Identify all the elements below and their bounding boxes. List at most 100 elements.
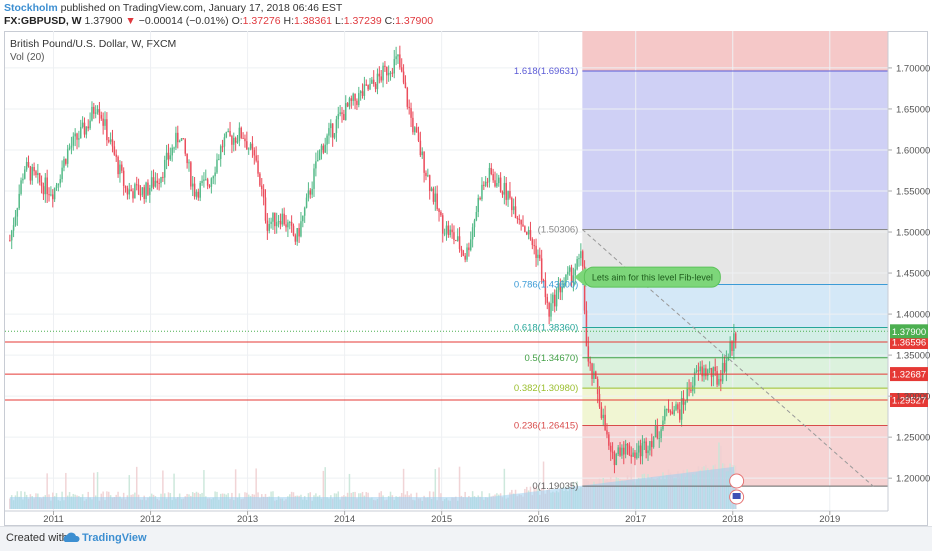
candle-body <box>479 198 481 200</box>
candle-body <box>208 185 211 187</box>
candle-body <box>535 245 537 258</box>
candle-body <box>61 167 63 180</box>
x-tick-label-6: 2017 <box>625 514 646 525</box>
y-tick-label-9: 1.25000 <box>896 433 930 444</box>
candle-body <box>460 248 463 251</box>
candle-body <box>44 177 47 195</box>
candle-body <box>447 225 450 235</box>
candle-body <box>539 254 541 259</box>
price-box-label-1: 1.32687 <box>892 370 926 381</box>
candle-body <box>55 185 58 188</box>
candle-body <box>244 138 246 142</box>
candle-body <box>496 183 498 187</box>
candle-body <box>253 150 256 156</box>
candle-body <box>22 178 24 181</box>
fib-zone-5 <box>582 357 888 389</box>
volume-bar <box>458 466 461 509</box>
candle-body <box>178 140 181 143</box>
candle-body <box>425 172 427 177</box>
candle-body <box>468 247 470 251</box>
y-tick-label-2: 1.60000 <box>896 145 930 156</box>
candle-body <box>109 139 112 142</box>
candle-body <box>261 185 263 190</box>
volume-bar <box>434 469 437 509</box>
candle-body <box>264 197 267 221</box>
candle-body <box>135 184 138 186</box>
candle-body <box>359 91 362 94</box>
volume-ma-area <box>9 466 737 509</box>
fib-label-4: 0.5(1.34670) <box>524 353 578 364</box>
candle-body <box>714 366 716 372</box>
candle-body <box>287 222 289 228</box>
candle-body <box>247 148 250 150</box>
x-tick-label-2: 2013 <box>237 514 258 525</box>
candle-body <box>365 84 368 86</box>
candle-body <box>727 357 730 361</box>
candle-body <box>40 182 43 187</box>
fib-zone-4 <box>582 327 888 358</box>
candle-body <box>514 206 517 218</box>
candle-body <box>16 208 19 217</box>
chart-title: British Pound/U.S. Dollar, W, FXCM <box>10 38 176 50</box>
candle-body <box>330 123 332 129</box>
candle-body <box>85 126 88 135</box>
candle-body <box>380 76 382 81</box>
candle-body <box>703 368 705 377</box>
volume-bar <box>503 468 506 509</box>
candle-body <box>677 404 679 410</box>
candle-body <box>331 123 334 138</box>
candle-body <box>46 177 48 195</box>
candle-body <box>242 137 244 139</box>
candle-body <box>214 172 216 177</box>
tradingview-brand[interactable]: TradingView <box>82 532 147 544</box>
candle-body <box>557 283 560 291</box>
candle-body <box>268 223 270 231</box>
candle-body <box>199 182 201 198</box>
y-tick-label-8: 1.30000 <box>896 392 930 403</box>
candle-body <box>343 113 345 121</box>
candle-body <box>386 66 388 76</box>
y-tick-label-5: 1.45000 <box>896 269 930 280</box>
candle-body <box>315 161 317 169</box>
candle-body <box>561 287 563 293</box>
volume-bar <box>438 467 440 509</box>
candle-body <box>509 191 511 198</box>
candle-body <box>475 211 478 221</box>
candle-body <box>374 83 377 90</box>
fib-zones <box>582 31 888 487</box>
candle-body <box>177 132 179 143</box>
candle-body <box>83 122 86 135</box>
candle-body <box>501 191 504 195</box>
candle-body <box>484 181 487 186</box>
candle-body <box>699 366 702 372</box>
candle-body <box>145 182 147 200</box>
candle-body <box>70 145 73 148</box>
candle-body <box>229 130 231 136</box>
price-box-1 <box>890 367 928 382</box>
low-value: 1.37239 <box>343 15 382 27</box>
callout-bubble <box>583 266 721 288</box>
x-tick-label-8: 2019 <box>819 514 840 525</box>
candle-body <box>318 150 321 161</box>
high-label: H: <box>283 15 295 27</box>
candle-body <box>619 447 621 456</box>
candle-body <box>626 443 629 446</box>
volume-bar <box>93 472 95 509</box>
candle-body <box>507 191 509 200</box>
candle-body <box>645 441 647 454</box>
candle-body <box>223 137 226 147</box>
candle-body <box>74 133 76 137</box>
candle-body <box>382 65 384 81</box>
candle-body <box>436 193 438 209</box>
candle-body <box>143 187 145 200</box>
author-link[interactable]: Stockholm <box>4 2 58 14</box>
candle-body <box>417 132 420 141</box>
candle-body <box>572 275 575 283</box>
high-value: 1.38361 <box>294 15 333 27</box>
price-chart[interactable]: 1.618(1.69631) (1.50306) 0.786(1.43600) 0.6… <box>0 0 932 526</box>
candle-body <box>404 82 407 89</box>
y-tick-label-1: 1.65000 <box>896 104 930 115</box>
candle-body <box>346 103 349 107</box>
candle-body <box>371 79 373 84</box>
candle-body <box>119 164 121 175</box>
